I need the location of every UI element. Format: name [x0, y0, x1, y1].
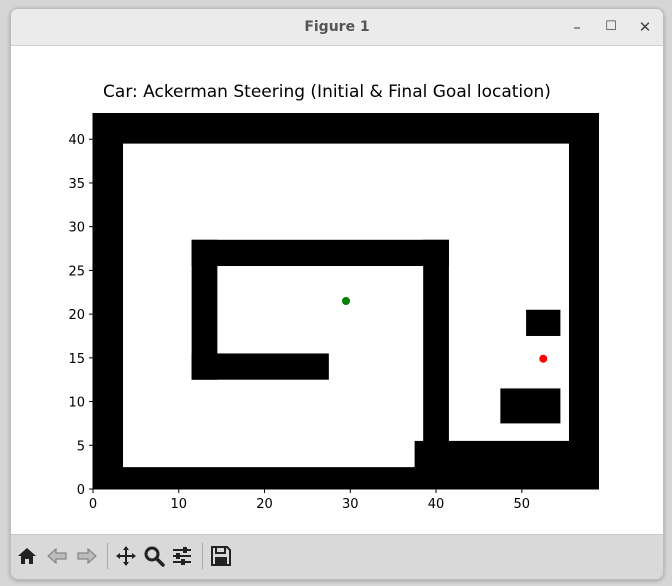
axes: 0 10 20 30 40 50 0 5 10 15 20 25 30 35 40 [68, 113, 599, 512]
chart-svg: Car: Ackerman Steering (Initial & Final … [68, 82, 599, 512]
obstacle-outer-wall-left [93, 113, 124, 489]
zoom-button[interactable] [140, 542, 168, 570]
pan-button[interactable] [112, 542, 140, 570]
home-button[interactable] [13, 542, 41, 570]
configure-subplots-button[interactable] [168, 542, 196, 570]
close-button[interactable]: ✕ [638, 18, 652, 36]
floppy-icon [211, 546, 231, 566]
obstacle-inner-wall-bottom [191, 353, 329, 380]
window-title: Figure 1 [304, 19, 370, 35]
chart-title: Car: Ackerman Steering (Initial & Final … [103, 82, 551, 102]
x-tick-label: 0 [89, 497, 97, 512]
x-tick-label: 40 [428, 497, 445, 512]
back-arrow-icon [47, 547, 67, 565]
forward-arrow-icon [77, 547, 97, 565]
plot-area [93, 113, 599, 489]
y-tick-label: 15 [68, 352, 85, 367]
obstacle-small-block-lower [500, 388, 561, 424]
obstacle-inner-wall-right [423, 239, 449, 468]
y-tick-label: 20 [68, 308, 85, 323]
goal-location-point [539, 354, 548, 363]
y-tick-label: 40 [68, 133, 85, 148]
toolbar-separator [107, 543, 108, 569]
toolbar-separator [202, 543, 203, 569]
obstacle-inner-wall-top [191, 239, 449, 267]
magnifier-icon [144, 546, 165, 567]
x-tick-label: 10 [170, 497, 187, 512]
y-tick-label: 30 [68, 221, 85, 236]
maximize-button[interactable]: ☐ [605, 19, 617, 34]
figure-canvas[interactable]: Car: Ackerman Steering (Initial & Final … [11, 46, 663, 534]
y-tick-label: 5 [77, 439, 85, 454]
x-tick-label: 30 [342, 497, 359, 512]
obstacle-outer-wall-right [568, 113, 599, 489]
minimize-button[interactable]: – [573, 18, 581, 36]
y-tick-label: 25 [68, 264, 85, 279]
obstacle-outer-wall-top [93, 113, 599, 144]
back-button[interactable] [43, 542, 71, 570]
x-tick-label: 20 [256, 497, 273, 512]
initial-location-point [342, 297, 350, 305]
obstacle-bottom-right-block [414, 440, 599, 489]
forward-button[interactable] [73, 542, 101, 570]
home-icon [18, 548, 36, 564]
save-button[interactable] [207, 542, 235, 570]
title-bar[interactable]: Figure 1 – ☐ ✕ [11, 9, 663, 46]
move-icon [116, 546, 136, 566]
navigation-toolbar [11, 534, 663, 579]
y-tick-label: 10 [68, 396, 85, 411]
y-tick-label: 0 [77, 483, 85, 498]
x-tick-label: 50 [514, 497, 531, 512]
y-tick-label: 35 [68, 177, 85, 192]
sliders-icon [173, 547, 191, 565]
obstacle-small-block-upper [526, 309, 561, 336]
figure-window: Figure 1 – ☐ ✕ Car: Ackerman Steering (I… [10, 8, 664, 580]
